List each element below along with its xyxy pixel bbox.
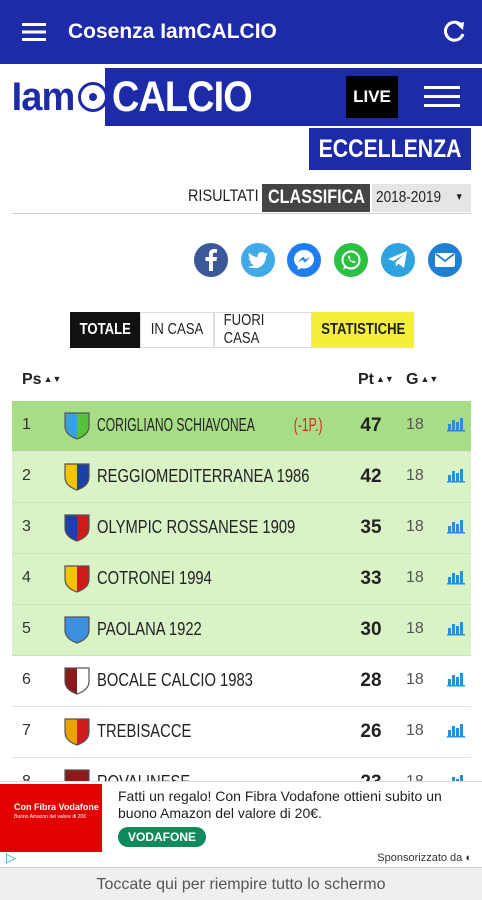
logo-text-iam: Iam (11, 74, 76, 119)
hamburger-icon[interactable] (0, 0, 68, 64)
row-position: 6 (22, 671, 31, 688)
team-name[interactable]: OLYMPIC ROSSANESE 1909 (97, 517, 296, 537)
row-points: 28 (360, 670, 382, 691)
logo-text-calcio: CALCIO (111, 72, 253, 121)
row-games: 18 (406, 518, 424, 535)
table-row[interactable]: 3 OLYMPIC ROSSANESE 1909 35 18 (12, 503, 471, 554)
fullscreen-hint[interactable]: Toccate qui per riempire tutto lo scherm… (0, 867, 482, 900)
stats-chart-icon[interactable] (447, 467, 465, 483)
live-button[interactable]: LIVE (346, 76, 398, 118)
table-row[interactable]: 5 PAOLANA 1922 30 18 (12, 605, 471, 656)
row-games: 18 (406, 671, 424, 688)
table-row[interactable]: 1 CORIGLIANO SCHIAVONEA (-1P.) 47 18 (12, 401, 471, 452)
site-menu-icon[interactable] (420, 78, 464, 116)
team-shield-icon (64, 667, 90, 695)
sort-icon: ▲▼ (43, 374, 62, 384)
team-name[interactable]: BOCALE CALCIO 1983 (97, 670, 253, 690)
stats-chart-icon[interactable] (447, 518, 465, 534)
sort-icon: ▲▼ (420, 374, 439, 384)
row-points: 26 (360, 721, 382, 742)
team-shield-icon (64, 718, 90, 746)
ad-image[interactable]: Con Fibra Vodafone Buono Amazon del valo… (0, 784, 102, 852)
team-name[interactable]: CORIGLIANO SCHIAVONEA (-1P.) (97, 415, 323, 435)
team-name[interactable]: COTRONEI 1994 (97, 568, 212, 588)
table-row[interactable]: 6 BOCALE CALCIO 1983 28 18 (12, 656, 471, 707)
table-row[interactable]: 4 COTRONEI 1994 33 18 (12, 554, 471, 605)
header-games[interactable]: G ▲▼ (406, 371, 439, 388)
standings-filters: TOTALE IN CASA FUORI CASA STATISTICHE (70, 312, 414, 348)
stats-chart-icon[interactable] (447, 620, 465, 636)
team-shield-icon (64, 565, 90, 593)
row-position: 5 (22, 620, 31, 637)
row-position: 4 (22, 569, 31, 586)
sort-icon: ▲▼ (376, 374, 394, 384)
table-row[interactable]: 2 REGGIOMEDITERRANEA 1986 42 18 (12, 452, 471, 503)
view-tabs: RISULTATI CLASSIFICA 2018-2019 ▼ (12, 184, 471, 214)
stats-chart-icon[interactable] (447, 722, 465, 738)
team-shield-icon (64, 463, 90, 491)
whatsapp-icon[interactable] (334, 243, 368, 277)
row-position: 3 (22, 518, 31, 535)
ad-image-subtitle: Buono Amazon del valore di 20€ (14, 814, 86, 820)
team-shield-icon (64, 412, 90, 440)
row-position: 2 (22, 467, 31, 484)
penalty-note: (-1P.) (293, 415, 323, 435)
team-shield-icon (64, 616, 90, 644)
standings-table: 1 CORIGLIANO SCHIAVONEA (-1P.) 47 18 2 R… (12, 401, 471, 809)
tab-standings[interactable]: CLASSIFICA (262, 184, 370, 212)
row-games: 18 (406, 569, 424, 586)
ad-banner[interactable]: Con Fibra Vodafone Buono Amazon del valo… (0, 781, 482, 867)
facebook-icon[interactable] (194, 243, 228, 277)
row-points: 33 (360, 568, 382, 589)
row-position: 7 (22, 722, 31, 739)
stats-chart-icon[interactable] (447, 569, 465, 585)
ad-image-title: Con Fibra Vodafone (14, 802, 99, 812)
app-title: Cosenza IamCALCIO (68, 20, 277, 43)
ad-cta-button[interactable]: VODAFONE (118, 827, 207, 847)
row-games: 18 (406, 467, 424, 484)
filter-total[interactable]: TOTALE (70, 312, 140, 348)
ad-sponsored-label: Sponsorizzato da ◐ (377, 852, 472, 864)
row-games: 18 (406, 416, 424, 433)
row-points: 42 (360, 466, 382, 487)
row-games: 18 (406, 722, 424, 739)
filter-home[interactable]: IN CASA (140, 312, 214, 348)
row-points: 30 (360, 619, 382, 640)
table-header: Ps ▲▼ Pt ▲▼ G ▲▼ (12, 362, 471, 398)
chevron-down-icon: ▼ (455, 192, 464, 203)
filter-stats[interactable]: STATISTICHE (312, 312, 414, 348)
team-shield-icon (64, 514, 90, 542)
messenger-icon[interactable] (287, 243, 321, 277)
twitter-icon[interactable] (241, 243, 275, 277)
league-title: ECCELLENZA (309, 128, 471, 170)
team-name[interactable]: PAOLANA 1922 (97, 619, 202, 639)
row-games: 18 (406, 620, 424, 637)
team-name[interactable]: REGGIOMEDITERRANEA 1986 (97, 466, 310, 486)
team-name[interactable]: TREBISACCE (97, 721, 192, 741)
email-icon[interactable] (428, 243, 462, 277)
header-bar (105, 68, 482, 126)
refresh-icon[interactable] (426, 0, 482, 64)
season-select[interactable]: 2018-2019 ▼ (372, 184, 471, 212)
table-row[interactable]: 7 TREBISACCE 26 18 (12, 707, 471, 758)
row-points: 35 (360, 517, 382, 538)
stats-chart-icon[interactable] (447, 416, 465, 432)
row-position: 1 (22, 416, 31, 433)
stats-chart-icon[interactable] (447, 671, 465, 687)
header-points[interactable]: Pt ▲▼ (358, 371, 394, 388)
adchoices-icon[interactable]: ▷ (6, 850, 16, 865)
tab-results[interactable]: RISULTATI (188, 186, 259, 205)
header-pos[interactable]: Ps ▲▼ (22, 371, 62, 388)
site-header: Iam CALCIO LIVE (0, 64, 482, 126)
football-icon (77, 82, 108, 112)
sponsor-dot-icon: ◐ (465, 852, 472, 864)
ad-text[interactable]: Fatti un regalo! Con Fibra Vodafone otti… (118, 788, 442, 821)
app-bar: Cosenza IamCALCIO (0, 0, 482, 64)
telegram-icon[interactable] (381, 243, 415, 277)
filter-away[interactable]: FUORI CASA (214, 312, 312, 348)
row-points: 47 (360, 415, 382, 436)
site-logo[interactable]: Iam CALCIO (10, 72, 271, 121)
